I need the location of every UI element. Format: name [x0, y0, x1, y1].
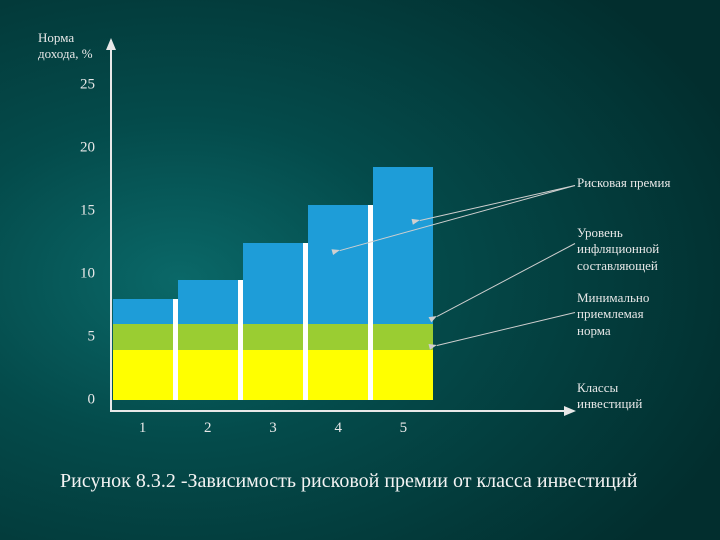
chart-plot: [110, 60, 436, 400]
bar-segment-inflation: [308, 324, 368, 349]
x-tick-label: 2: [178, 420, 238, 437]
bar-segment-inflation: [178, 324, 238, 349]
y-axis-arrow: [106, 38, 116, 50]
bar: [373, 60, 433, 400]
y-tick-label: 20: [65, 140, 95, 157]
y-tick-label: 10: [65, 266, 95, 283]
y-tick-label: 0: [65, 392, 95, 409]
bar-segment-min_norm: [308, 350, 368, 400]
bar-segment-inflation: [373, 324, 433, 349]
y-axis: [110, 40, 112, 410]
x-tick-label: 4: [308, 420, 368, 437]
x-tick-label: 3: [243, 420, 303, 437]
bar-segment-risk: [308, 205, 368, 325]
x-axis: [110, 410, 566, 412]
x-axis-title: Классыинвестиций: [577, 380, 667, 413]
bar-segment-risk: [243, 243, 303, 325]
leader-line: [437, 312, 575, 346]
bar-segment-min_norm: [178, 350, 238, 400]
y-tick-label: 5: [65, 329, 95, 346]
bar-segment-risk: [373, 167, 433, 324]
leader-line: [437, 243, 575, 317]
bar-segment-risk: [178, 280, 238, 324]
y-tick-label: 15: [65, 203, 95, 220]
bar: [243, 60, 303, 400]
bar: [308, 60, 368, 400]
bar-segment-inflation: [113, 324, 173, 349]
leader-arrowhead: [429, 342, 438, 350]
legend-label-inflation: Уровеньинфляционнойсоставляющей: [577, 225, 697, 274]
legend-label-risk: Рисковая премия: [577, 175, 697, 191]
bar-segment-min_norm: [243, 350, 303, 400]
bar-segment-min_norm: [113, 350, 173, 400]
bar: [113, 60, 173, 400]
y-tick-label: 25: [65, 77, 95, 94]
bar-segment-risk: [113, 299, 173, 324]
x-axis-arrow: [564, 406, 576, 416]
x-tick-label: 1: [113, 420, 173, 437]
figure-caption: Рисунок 8.3.2 -Зависимость рисковой прем…: [60, 470, 637, 493]
bar-segment-min_norm: [373, 350, 433, 400]
legend-label-min_norm: Минимальноприемлемаянорма: [577, 290, 697, 339]
bar: [178, 60, 238, 400]
bar-segment-inflation: [243, 324, 303, 349]
x-tick-label: 5: [373, 420, 433, 437]
